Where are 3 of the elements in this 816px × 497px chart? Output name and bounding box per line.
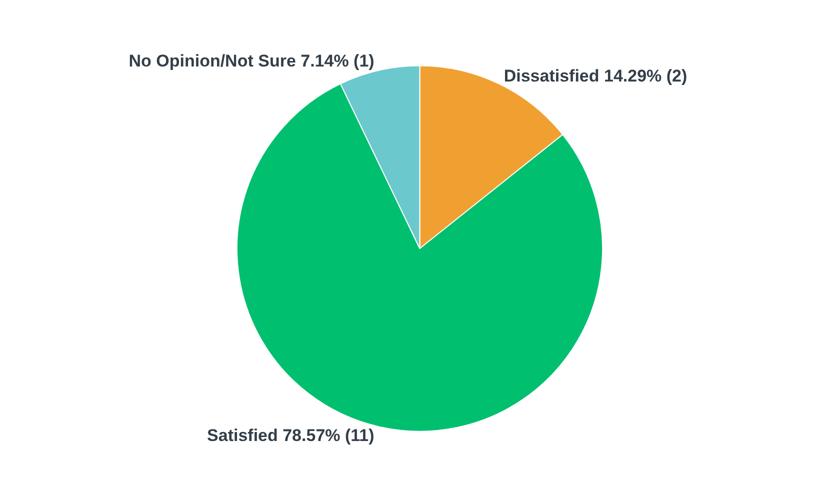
slice-label: No Opinion/Not Sure 7.14% (1) [128,52,374,71]
slice-label: Satisfied 78.57% (11) [207,426,374,446]
slice-label: Dissatisfied 14.29% (2) [504,66,688,86]
